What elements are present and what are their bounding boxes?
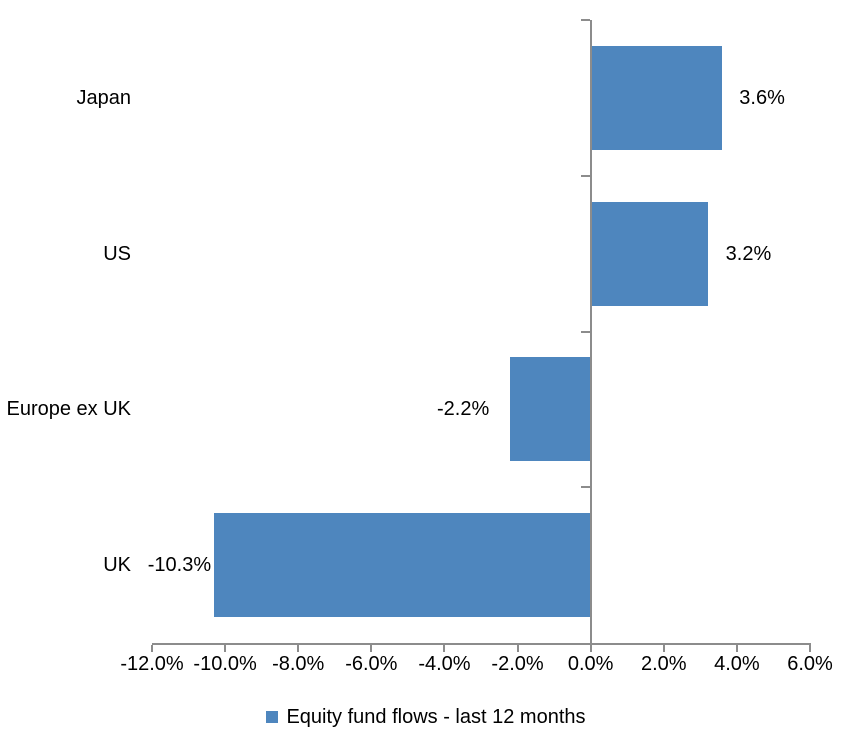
bar-japan — [590, 45, 723, 150]
category-label-uk: UK — [103, 554, 131, 577]
legend-marker-icon — [266, 711, 279, 723]
category-tick — [580, 486, 590, 489]
x-tick — [297, 645, 300, 652]
x-tick-label: -10.0% — [193, 653, 257, 675]
bar-uk — [214, 513, 591, 618]
category-tick — [580, 174, 590, 177]
x-tick — [516, 645, 519, 652]
x-tick — [589, 645, 592, 652]
x-tick — [151, 645, 153, 652]
legend-label: Equity fund flows - last 12 months — [286, 705, 586, 728]
category-label-europe-ex-uk: Europe ex UK — [6, 398, 131, 421]
x-tick — [735, 645, 738, 652]
x-tick-label: -6.0% — [345, 653, 398, 675]
x-tick-label: 4.0% — [714, 653, 760, 675]
data-label-japan: 3.6% — [739, 86, 785, 109]
category-label-japan: Japan — [76, 86, 132, 109]
x-tick-label: 2.0% — [640, 653, 687, 675]
category-label-us: US — [103, 242, 131, 265]
x-tick — [370, 645, 373, 652]
data-label-uk: -10.3% — [147, 554, 212, 577]
x-tick-label: 0.0% — [567, 653, 614, 675]
x-tick — [224, 645, 227, 652]
x-tick-label: -2.0% — [491, 653, 544, 675]
category-tick — [580, 330, 590, 333]
x-tick — [443, 645, 446, 652]
category-tick — [580, 19, 590, 21]
x-tick-label: -8.0% — [272, 653, 325, 675]
x-axis-line — [152, 643, 811, 645]
x-tick-label: -4.0% — [418, 653, 471, 675]
x-tick — [662, 645, 665, 652]
legend: Equity fund flows - last 12 months — [0, 705, 852, 729]
x-tick-label: 6.0% — [787, 653, 833, 675]
zero-axis-line — [589, 20, 592, 652]
data-label-us: 3.2% — [725, 242, 772, 265]
bar-europe-ex-uk — [510, 357, 591, 462]
x-tick — [809, 645, 811, 652]
bar-us — [590, 201, 708, 306]
x-tick-label: -12.0% — [120, 653, 184, 675]
data-label-europe-ex-uk: -2.2% — [436, 398, 490, 421]
